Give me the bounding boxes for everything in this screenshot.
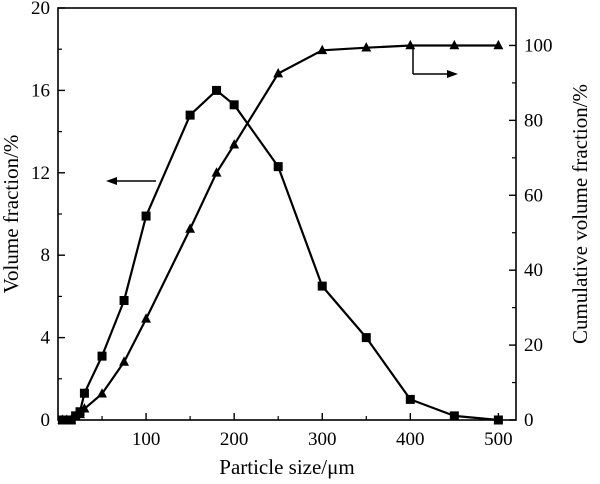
y-tick-label-5: 20 (31, 0, 50, 19)
y-tick-label-1: 4 (41, 328, 51, 349)
triangle-point-11 (229, 139, 240, 149)
y2-tick-label-3: 60 (524, 185, 543, 206)
square-point-8 (141, 211, 151, 221)
square-point-10 (212, 85, 222, 95)
series-line-volume-fraction (62, 89, 499, 422)
x-axis-label: Particle size/μm (219, 455, 354, 479)
square-point-5 (79, 388, 89, 398)
triangle-point-6 (97, 388, 107, 398)
x-tick-label-3: 400 (396, 429, 425, 450)
square-point-7 (119, 296, 129, 306)
right-arrow-head (447, 70, 458, 78)
triangle-point-13 (317, 44, 328, 55)
y2-tick-label-2: 40 (524, 260, 543, 281)
triangle-point-15 (405, 39, 416, 50)
square-point-17 (493, 415, 503, 425)
triangle-point-8 (141, 313, 152, 323)
x-tick-label-1: 200 (220, 429, 249, 450)
square-point-15 (405, 394, 415, 404)
y-tick-label-0: 0 (41, 410, 51, 431)
square-point-12 (273, 162, 283, 172)
y2-tick-label-0: 0 (524, 410, 534, 431)
triangle-point-12 (273, 67, 284, 78)
y2-tick-label-1: 20 (524, 335, 543, 356)
y2-axis-label: Cumulative volume fraction/% (568, 84, 592, 344)
y2-tick-label-4: 80 (524, 110, 543, 131)
triangle-point-16 (449, 39, 460, 50)
y-tick-label-3: 12 (31, 163, 50, 184)
x-tick-label-2: 300 (308, 429, 337, 450)
square-point-9 (185, 110, 195, 120)
x-tick-label-0: 100 (132, 429, 161, 450)
triangle-point-4 (75, 408, 85, 419)
square-point-14 (361, 333, 371, 343)
square-point-11 (229, 100, 239, 110)
square-point-6 (97, 351, 107, 361)
left-arrow-head (106, 177, 117, 185)
square-point-16 (449, 411, 459, 421)
series-markers (57, 39, 504, 425)
y-axis-label: Volume fraction/% (0, 135, 23, 294)
y2-tick-label-5: 100 (524, 35, 553, 56)
square-point-13 (317, 281, 327, 291)
triangle-point-9 (185, 223, 196, 233)
y-tick-label-2: 8 (41, 245, 51, 266)
triangle-point-17 (493, 39, 504, 50)
x-tick-label-4: 500 (484, 429, 513, 450)
annotations (106, 49, 458, 185)
y-tick-label-4: 16 (31, 80, 50, 101)
triangle-point-14 (361, 42, 372, 52)
triangle-point-5 (79, 403, 90, 413)
triangle-point-10 (211, 167, 222, 177)
triangle-point-7 (119, 356, 130, 366)
